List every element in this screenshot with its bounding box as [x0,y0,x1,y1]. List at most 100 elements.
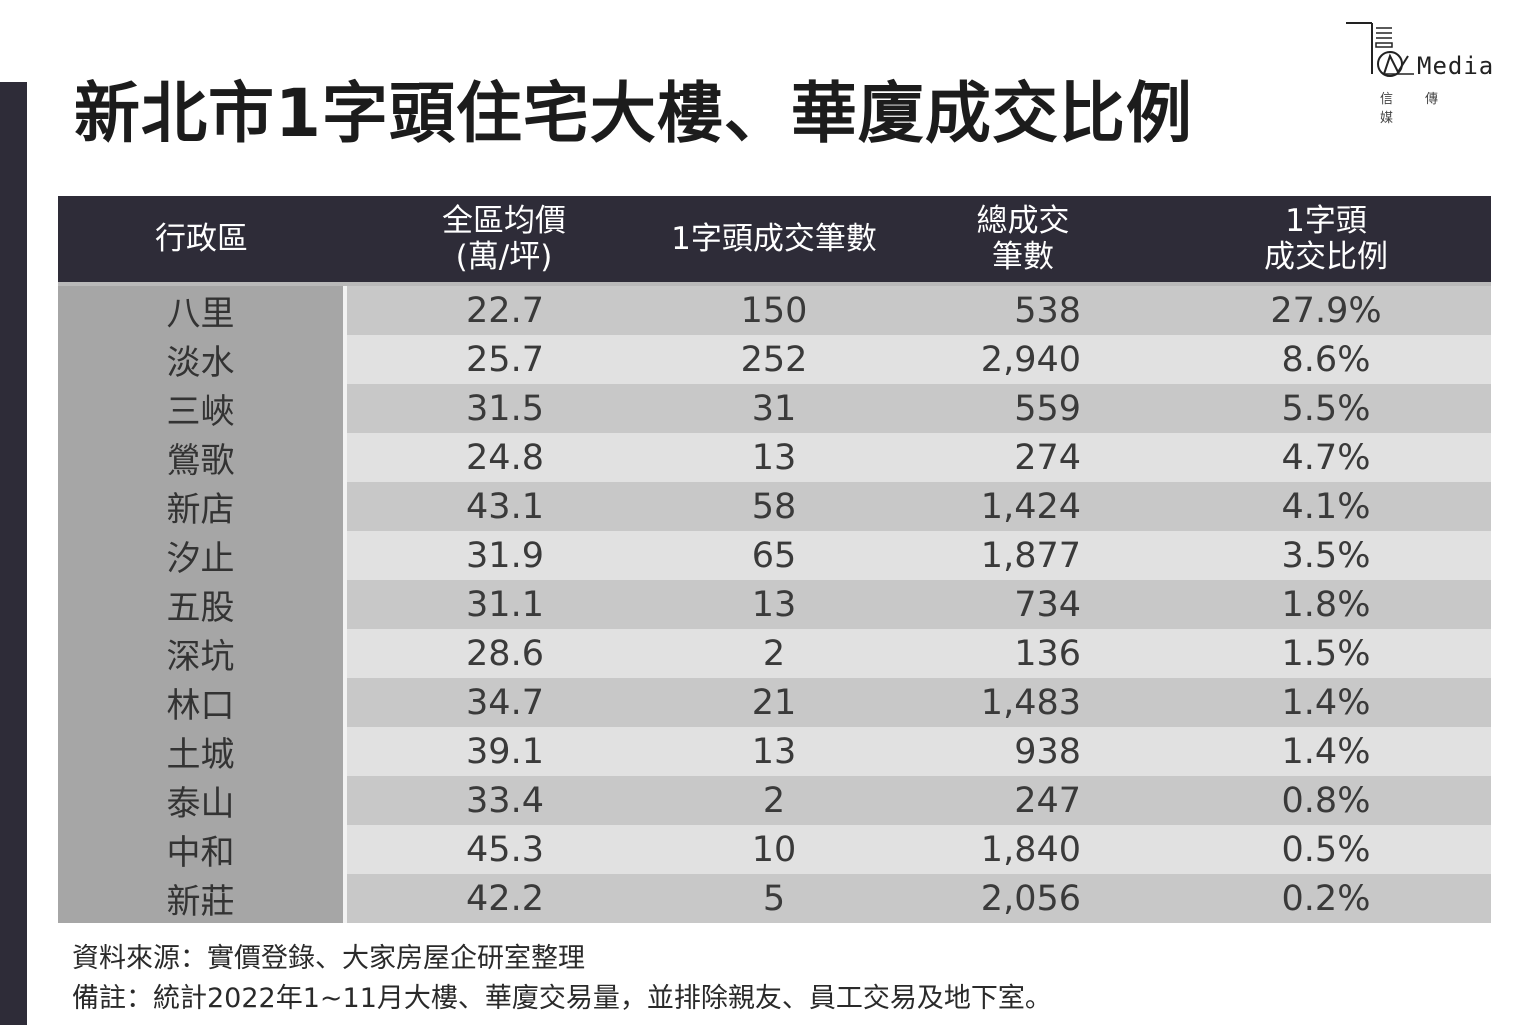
cell-ratio: 0.5% [1161,825,1491,874]
cell-district: 新莊 [58,874,347,923]
cell-district: 新店 [58,482,347,531]
cell-avg-price: 39.1 [345,727,663,776]
cell-1-prefix-count: 65 [663,531,885,580]
cell-1-prefix-count: 13 [663,433,885,482]
logo-mark-icon [1346,22,1414,77]
cell-total-count: 2,056 [885,874,1161,923]
footnotes: 資料來源：實價登錄、大家房屋企研室整理 備註：統計2022年1~11月大樓、華廈… [72,939,1052,1019]
cell-1-prefix-count: 13 [663,727,885,776]
cell-district: 深坑 [58,629,347,678]
remark-note: 備註：統計2022年1~11月大樓、華廈交易量，並排除親友、員工交易及地下室。 [72,983,1052,1014]
cell-total-count: 1,840 [885,825,1161,874]
col-header-avg-price: 全區均價 (萬/坪) [345,196,663,286]
table-row: 三峽 31.5 31 559 5.5% [58,384,1491,433]
table-row: 新莊 42.2 5 2,056 0.2% [58,874,1491,923]
cell-ratio: 8.6% [1161,335,1491,384]
cell-1-prefix-count: 31 [663,384,885,433]
header-line: (萬/坪) [455,239,553,275]
cell-total-count: 559 [885,384,1161,433]
table-row: 鶯歌 24.8 13 274 4.7% [58,433,1491,482]
cell-district: 汐止 [58,531,347,580]
table-row: 深坑 28.6 2 136 1.5% [58,629,1491,678]
col-header-1-prefix-count: 1字頭成交筆數 [663,196,885,286]
table-row: 中和 45.3 10 1,840 0.5% [58,825,1491,874]
cell-total-count: 734 [885,580,1161,629]
header-row: 行政區 全區均價 (萬/坪) 1字頭成交筆數 總成交 筆數 1字頭 成交比例 [58,196,1491,286]
col-header-total-count: 總成交 筆數 [885,196,1161,286]
cell-avg-price: 33.4 [345,776,663,825]
cell-total-count: 2,940 [885,335,1161,384]
cell-1-prefix-count: 21 [663,678,885,727]
cell-1-prefix-count: 252 [663,335,885,384]
cell-district: 淡水 [58,335,347,384]
logo-sub-char: 媒 [1380,111,1394,126]
table-row: 淡水 25.7 252 2,940 8.6% [58,335,1491,384]
cell-total-count: 247 [885,776,1161,825]
cell-total-count: 136 [885,629,1161,678]
header-line: 成交比例 [1264,239,1388,275]
table-row: 土城 39.1 13 938 1.4% [58,727,1491,776]
logo-sub-char: 傳 [1425,92,1439,107]
header-line: 總成交 [976,203,1070,239]
cell-total-count: 938 [885,727,1161,776]
header-line: 1字頭成交筆數 [671,221,877,257]
table-row: 汐止 31.9 65 1,877 3.5% [58,531,1491,580]
cell-1-prefix-count: 150 [663,284,885,335]
cell-avg-price: 28.6 [345,629,663,678]
cell-total-count: 274 [885,433,1161,482]
cell-ratio: 4.1% [1161,482,1491,531]
cell-avg-price: 31.1 [345,580,663,629]
cell-avg-price: 22.7 [345,284,663,335]
cell-district: 土城 [58,727,347,776]
table-body: 八里 22.7 150 538 27.9% 淡水 25.7 252 2,940 8.6% 三峽 31.… [58,284,1491,923]
cell-ratio: 27.9% [1161,284,1491,335]
cell-ratio: 4.7% [1161,433,1491,482]
logo-word: Media [1417,52,1495,80]
cell-ratio: 3.5% [1161,531,1491,580]
cell-district: 八里 [58,284,347,335]
header-line: 全區均價 [442,203,566,239]
cell-1-prefix-count: 2 [663,776,885,825]
source-note: 資料來源：實價登錄、大家房屋企研室整理 [72,943,585,974]
header-line: 1字頭 [1285,203,1367,239]
cell-total-count: 1,483 [885,678,1161,727]
table-row: 五股 31.1 13 734 1.8% [58,580,1491,629]
cell-avg-price: 31.5 [345,384,663,433]
cell-1-prefix-count: 5 [663,874,885,923]
header-line: 行政區 [155,221,248,257]
cell-ratio: 1.5% [1161,629,1491,678]
cell-avg-price: 45.3 [345,825,663,874]
cell-avg-price: 25.7 [345,335,663,384]
cell-total-count: 1,424 [885,482,1161,531]
logo-sub-char: 信 [1380,92,1394,107]
col-header-ratio: 1字頭 成交比例 [1161,196,1491,286]
cell-district: 五股 [58,580,347,629]
cell-district: 中和 [58,825,347,874]
cell-ratio: 5.5% [1161,384,1491,433]
cell-ratio: 0.8% [1161,776,1491,825]
cell-ratio: 1.4% [1161,727,1491,776]
cell-avg-price: 42.2 [345,874,663,923]
table-row: 新店 43.1 58 1,424 4.1% [58,482,1491,531]
cmedia-logo: Media 信 傳媒 [1342,14,1512,126]
cell-1-prefix-count: 13 [663,580,885,629]
cell-1-prefix-count: 2 [663,629,885,678]
col-header-district: 行政區 [58,196,345,286]
table-row: 八里 22.7 150 538 27.9% [58,284,1491,335]
table-row: 泰山 33.4 2 247 0.8% [58,776,1491,825]
cell-total-count: 538 [885,284,1161,335]
cell-ratio: 1.4% [1161,678,1491,727]
cell-1-prefix-count: 58 [663,482,885,531]
cell-ratio: 0.2% [1161,874,1491,923]
cell-district: 鶯歌 [58,433,347,482]
left-accent-bar [0,82,27,1025]
cell-district: 三峽 [58,384,347,433]
logo-subtitle: 信 傳媒 [1380,88,1512,126]
cell-avg-price: 43.1 [345,482,663,531]
table-row: 林口 34.7 21 1,483 1.4% [58,678,1491,727]
cell-avg-price: 34.7 [345,678,663,727]
cell-1-prefix-count: 10 [663,825,885,874]
cell-district: 林口 [58,678,347,727]
cell-total-count: 1,877 [885,531,1161,580]
cell-ratio: 1.8% [1161,580,1491,629]
